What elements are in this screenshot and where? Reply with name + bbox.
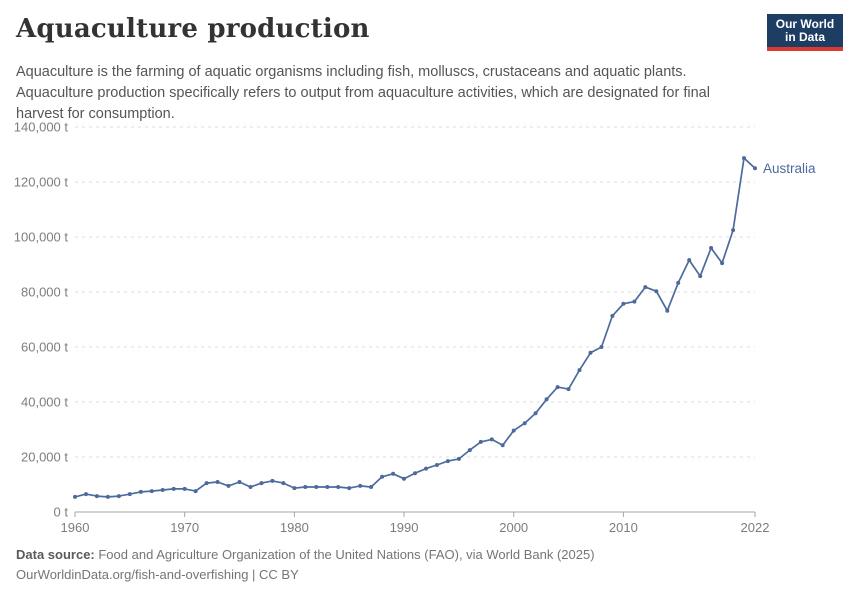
x-tick-label: 2010 <box>609 520 638 535</box>
data-point <box>325 485 330 489</box>
data-point <box>676 280 681 285</box>
data-point <box>456 456 461 461</box>
data-source-text: Food and Agriculture Organization of the… <box>94 547 595 562</box>
data-point <box>193 489 198 494</box>
y-tick-label: 60,000 t <box>21 340 68 355</box>
data-point <box>500 443 505 448</box>
data-point <box>742 156 746 161</box>
data-point <box>391 471 396 476</box>
logo-line-1: Our World <box>775 16 835 31</box>
data-point <box>237 480 242 484</box>
data-point <box>226 483 231 488</box>
data-point <box>588 350 593 355</box>
data-point <box>643 285 648 290</box>
data-point <box>127 492 132 497</box>
logo-line-2: in Data <box>784 29 825 44</box>
y-tick-label: 80,000 t <box>21 285 68 300</box>
data-point <box>303 485 308 489</box>
data-point <box>204 481 209 486</box>
y-tick-label: 140,000 t <box>14 120 69 135</box>
data-point <box>533 411 538 416</box>
data-point <box>105 494 110 499</box>
data-point <box>424 466 428 471</box>
license-line: OurWorldinData.org/fish-and-overfishing … <box>16 565 816 585</box>
data-point <box>511 428 516 433</box>
data-point <box>434 463 439 467</box>
data-point <box>270 478 275 483</box>
data-point <box>149 489 154 494</box>
data-point <box>621 301 626 306</box>
our-world-in-data-logo: Our World in Data <box>767 14 843 51</box>
data-point <box>489 437 494 442</box>
x-tick-label: 2022 <box>741 520 770 535</box>
data-point <box>292 486 297 491</box>
y-tick-label: 120,000 t <box>14 175 69 190</box>
data-point <box>402 476 406 481</box>
data-point <box>116 494 121 499</box>
x-tick-label: 1970 <box>170 520 199 535</box>
data-point <box>182 486 187 491</box>
data-point <box>380 474 385 479</box>
y-tick-label: 0 t <box>54 505 69 520</box>
x-tick-label: 1980 <box>280 520 309 535</box>
data-source-label: Data source: <box>16 547 95 562</box>
data-point <box>610 313 615 318</box>
data-point <box>215 480 220 484</box>
data-line <box>74 157 756 498</box>
data-point <box>358 483 363 488</box>
data-point <box>731 228 736 233</box>
data-point <box>369 485 374 489</box>
data-point <box>467 448 472 453</box>
data-point <box>599 345 604 349</box>
data-point <box>555 385 560 390</box>
data-point <box>281 481 286 486</box>
y-tick-label: 100,000 t <box>14 230 69 245</box>
data-point <box>314 485 319 489</box>
data-point <box>632 299 637 304</box>
data-point <box>336 485 341 489</box>
data-point <box>84 492 88 497</box>
data-point <box>259 481 264 486</box>
owid-url-link[interactable]: OurWorldinData.org/fish-and-overfishing … <box>16 567 299 582</box>
data-point <box>73 494 77 499</box>
page-title: Aquaculture production <box>16 14 370 44</box>
x-tick-label: 1960 <box>61 520 90 535</box>
data-point <box>753 166 757 171</box>
chart-subtitle: Aquaculture is the farming of aquatic or… <box>16 64 710 122</box>
data-point <box>720 261 725 266</box>
data-point <box>665 308 670 313</box>
entity-label: Australia <box>763 161 816 176</box>
x-tick-label: 1990 <box>390 520 419 535</box>
data-point <box>577 368 582 373</box>
data-point <box>138 489 143 494</box>
data-point <box>171 486 176 491</box>
data-point <box>478 439 483 444</box>
data-point <box>522 421 527 426</box>
y-tick-label: 20,000 t <box>21 450 68 465</box>
chart-footer: Data source: Food and Agriculture Organi… <box>16 545 816 585</box>
data-point <box>566 387 571 392</box>
data-point <box>709 246 714 250</box>
data-point <box>698 274 703 279</box>
data-point <box>654 289 659 294</box>
data-point <box>347 486 352 491</box>
data-point <box>544 397 549 402</box>
y-tick-label: 40,000 t <box>21 395 68 410</box>
data-point <box>445 459 450 464</box>
data-source-line: Data source: Food and Agriculture Organi… <box>16 545 816 565</box>
data-point <box>413 471 417 476</box>
x-tick-label: 2000 <box>499 520 528 535</box>
data-point <box>160 488 165 492</box>
data-point <box>94 494 99 499</box>
data-point <box>248 485 253 489</box>
data-point <box>687 258 692 263</box>
